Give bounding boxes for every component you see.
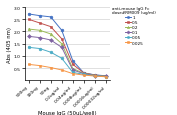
0.5 — [83, 73, 85, 74]
Line: 0.5: 0.5 — [27, 19, 107, 78]
Line: 0.2: 0.2 — [27, 28, 107, 78]
0.2 — [28, 29, 30, 30]
0.1 — [39, 37, 41, 39]
0.5 — [50, 27, 52, 28]
0.2 — [94, 75, 96, 76]
0.1 — [61, 47, 63, 49]
0.05 — [83, 74, 85, 75]
0.05 — [105, 76, 107, 78]
0.025 — [105, 76, 107, 78]
1 — [39, 16, 41, 17]
0.1 — [50, 40, 52, 41]
0.05 — [39, 48, 41, 50]
1 — [72, 60, 74, 62]
1 — [83, 73, 85, 74]
0.5 — [39, 23, 41, 24]
0.05 — [94, 75, 96, 77]
1 — [61, 30, 63, 32]
0.025 — [39, 65, 41, 67]
0.025 — [50, 67, 52, 69]
0.2 — [39, 30, 41, 32]
0.1 — [105, 76, 107, 77]
0.025 — [94, 76, 96, 77]
Line: 1: 1 — [27, 13, 107, 78]
0.1 — [72, 70, 74, 71]
Line: 0.1: 0.1 — [27, 36, 107, 78]
0.5 — [94, 75, 96, 76]
0.2 — [83, 73, 85, 74]
Y-axis label: Abs (405 nm): Abs (405 nm) — [7, 26, 12, 62]
0.2 — [50, 34, 52, 35]
0.2 — [72, 68, 74, 70]
Line: 0.05: 0.05 — [27, 47, 107, 78]
0.025 — [72, 73, 74, 75]
0.2 — [61, 44, 63, 45]
1 — [94, 75, 96, 76]
0.025 — [83, 75, 85, 76]
0.05 — [61, 58, 63, 59]
0.5 — [28, 19, 30, 21]
0.025 — [61, 70, 63, 71]
1 — [50, 17, 52, 18]
1 — [28, 14, 30, 16]
0.05 — [28, 47, 30, 49]
X-axis label: Mouse IgG (50uL/well): Mouse IgG (50uL/well) — [38, 110, 97, 115]
0.5 — [61, 39, 63, 40]
Legend: 1, 0.5, 0.2, 0.1, 0.05, 0.025: 1, 0.5, 0.2, 0.1, 0.05, 0.025 — [112, 7, 156, 45]
0.1 — [83, 73, 85, 75]
Line: 0.025: 0.025 — [27, 63, 107, 79]
0.05 — [50, 52, 52, 53]
0.5 — [72, 64, 74, 66]
0.1 — [28, 36, 30, 38]
0.2 — [105, 76, 107, 77]
1 — [105, 75, 107, 77]
0.05 — [72, 72, 74, 73]
0.1 — [94, 75, 96, 77]
0.025 — [28, 64, 30, 66]
0.5 — [105, 76, 107, 77]
